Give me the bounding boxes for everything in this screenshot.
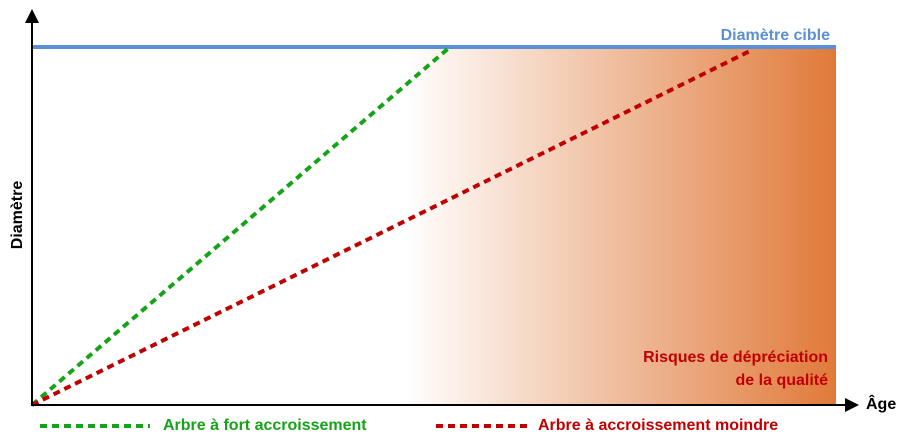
target-label: Diamètre cible (721, 27, 830, 44)
risk-label: de la qualité (736, 372, 829, 389)
y-axis-label: Diamètre (9, 181, 26, 250)
risk-zone (405, 47, 836, 405)
strong-growth-line (30, 45, 452, 407)
risk-label: Risques de dépréciation (643, 349, 828, 366)
legend-label: Arbre à fort accroissement (163, 417, 367, 434)
weak-growth-line (31, 48, 753, 407)
legend-label: Arbre à accroissement moindre (538, 417, 778, 434)
x-axis-label: Âge (866, 394, 896, 413)
